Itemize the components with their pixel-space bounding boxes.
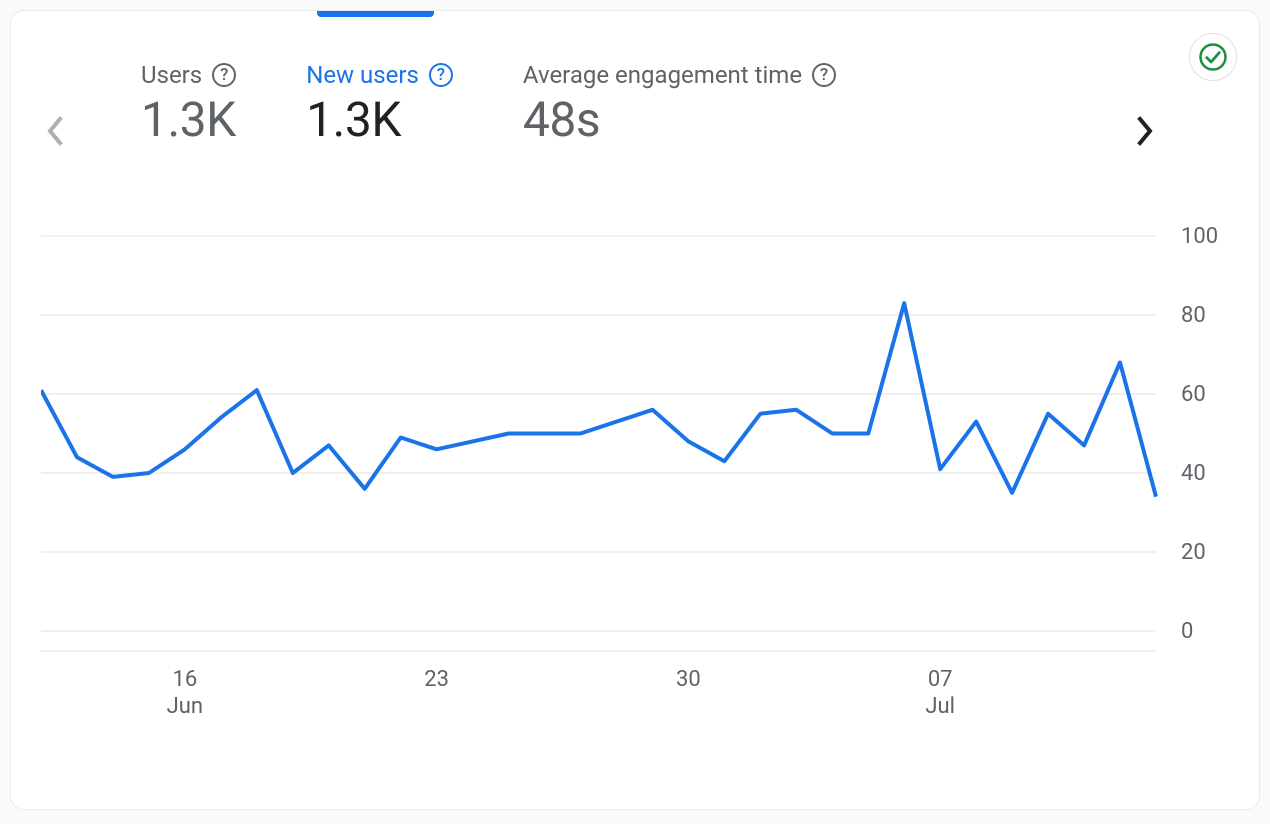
metric-label-row: Users ?: [141, 61, 236, 89]
metric-value: 1.3K: [306, 91, 453, 148]
chart-svg: 0 20 40 60 80 100 16Jun 23 30 07Jul: [41, 211, 1231, 731]
metric-value: 1.3K: [141, 91, 236, 148]
metric-label: Users: [141, 61, 202, 89]
help-icon[interactable]: ?: [212, 63, 236, 87]
metric-label-row: Average engagement time ?: [523, 61, 836, 89]
prev-metrics-button[interactable]: [36, 111, 76, 151]
x-axis-tick-label: 23: [424, 667, 449, 692]
x-axis-tick-label: 30: [676, 667, 701, 692]
metric-engagement-time[interactable]: Average engagement time ? 48s: [523, 61, 836, 148]
chevron-left-icon: [46, 115, 66, 147]
y-axis-tick-label: 80: [1181, 303, 1206, 328]
y-axis-tick-label: 60: [1181, 382, 1206, 407]
metric-users[interactable]: Users ? 1.3K: [141, 61, 236, 148]
metrics-header: Users ? 1.3K New users ? 1.3K Average en…: [11, 61, 1259, 181]
x-axis-tick-month-label: Jun: [167, 694, 203, 719]
y-axis-tick-label: 100: [1181, 224, 1218, 249]
x-axis-tick-month-label: Jul: [925, 694, 955, 719]
help-icon[interactable]: ?: [812, 63, 836, 87]
analytics-card: Users ? 1.3K New users ? 1.3K Average en…: [10, 10, 1260, 810]
series-new-users: [41, 303, 1156, 497]
metric-label-row: New users ?: [306, 61, 453, 89]
metric-new-users[interactable]: New users ? 1.3K: [306, 61, 453, 148]
metrics-row: Users ? 1.3K New users ? 1.3K Average en…: [141, 61, 836, 148]
metric-value: 48s: [523, 91, 836, 148]
chevron-right-icon: [1134, 115, 1154, 147]
next-metrics-button[interactable]: [1124, 111, 1164, 151]
help-icon[interactable]: ?: [429, 63, 453, 87]
y-axis-tick-label: 20: [1181, 540, 1206, 565]
y-axis-tick-label: 40: [1181, 461, 1206, 486]
line-chart: 0 20 40 60 80 100 16Jun 23 30 07Jul: [41, 211, 1231, 731]
metric-label: Average engagement time: [523, 61, 802, 89]
x-axis-tick-label: 07: [928, 667, 953, 692]
y-axis-tick-label: 0: [1181, 619, 1193, 644]
x-axis-tick-label: 16: [173, 667, 198, 692]
selected-tab-indicator: [317, 11, 434, 17]
metric-label: New users: [306, 61, 419, 89]
